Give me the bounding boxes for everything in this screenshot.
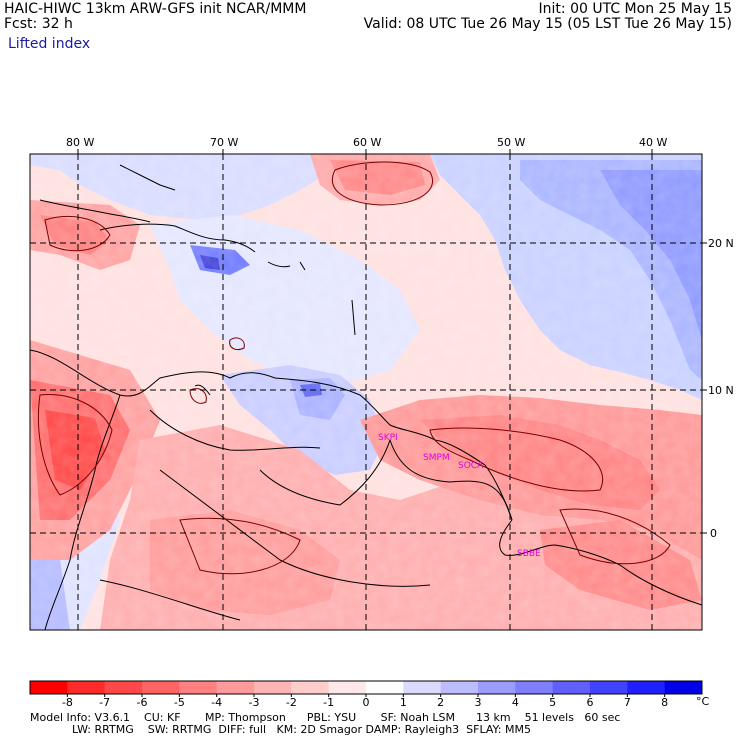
init-time: Init: 00 UTC Mon 25 May 15 (538, 1, 732, 17)
colorbar-swatch (179, 681, 218, 694)
colorbar-tick-label: 8 (661, 696, 668, 709)
colorbar-swatch (440, 681, 479, 694)
station-label: SBBE (517, 549, 541, 559)
colorbar-swatch (328, 681, 367, 694)
colorbar-tick-label: -2 (286, 696, 297, 709)
station-label: SKPI (378, 433, 398, 443)
colorbar-tick-label: -5 (174, 696, 185, 709)
colorbar-swatch (216, 681, 255, 694)
colorbar-swatch (627, 681, 666, 694)
lat-label: 0 (710, 527, 717, 540)
station-label: SMPM (423, 453, 450, 463)
colorbar-tick-label: 0 (363, 696, 370, 709)
colorbar-tick-label: 7 (624, 696, 631, 709)
colorbar-tick-label: -4 (211, 696, 222, 709)
station-label: SOCA (458, 461, 484, 471)
colorbar: -8 -7 -6 -5 -4 -3 -2 -1 0 1 2 3 4 5 6 7 8 (29, 680, 703, 709)
colorbar-tick-label: -8 (62, 696, 73, 709)
axis-ticks (77, 149, 707, 534)
colorbar-tick-label: -3 (249, 696, 260, 709)
colorbar-tick-label: 5 (549, 696, 556, 709)
colorbar-swatch (403, 681, 442, 694)
colorbar-swatch (104, 681, 143, 694)
colorbar-tick-label: 3 (475, 696, 482, 709)
contours (37, 161, 671, 575)
colorbar-swatch (254, 681, 292, 694)
lon-label: 50 W (497, 136, 525, 149)
colorbar-swatch (366, 681, 404, 694)
colorbar-tick-label: 2 (437, 696, 444, 709)
header-right: Init: 00 UTC Mon 25 May 15 Valid: 08 UTC… (364, 2, 732, 32)
colorbar-swatch (67, 681, 106, 694)
model-info-line2: LW: RRTMG SW: RRTMG DIFF: full KM: 2D Sm… (30, 723, 531, 736)
colorbar-tick-label: 1 (400, 696, 407, 709)
coastlines (30, 164, 702, 630)
forecast-hour: Fcst: 32 h (4, 16, 73, 32)
lon-label: 60 W (353, 136, 381, 149)
colorbar-swatch (30, 681, 68, 694)
field-name: Lifted index (8, 36, 91, 52)
colorbar-swatch (478, 681, 516, 694)
colorbar-tick-label: -7 (99, 696, 110, 709)
lon-label: 80 W (66, 136, 94, 149)
colorbar-swatch (590, 681, 628, 694)
lat-label: 20 N (708, 237, 734, 250)
colorbar-unit: °C (696, 695, 710, 708)
header-left: HAIC-HIWC 13km ARW-GFS init NCAR/MMM Fcs… (4, 2, 306, 32)
colorbar-swatch (291, 681, 330, 694)
valid-time: Valid: 08 UTC Tue 26 May 15 (05 LST Tue … (363, 16, 732, 32)
colorbar-tick-label: 6 (587, 696, 594, 709)
lon-label: 40 W (639, 136, 667, 149)
colorbar-swatch (142, 681, 180, 694)
model-title: HAIC-HIWC 13km ARW-GFS init NCAR/MMM (4, 1, 307, 17)
grid (30, 154, 702, 630)
lon-label: 70 W (210, 136, 238, 149)
colorbar-swatch (515, 681, 554, 694)
colorbar-swatch (664, 681, 703, 694)
lat-label: 10 N (708, 384, 734, 397)
model-info-line1: Model Info: V3.6.1 CU: KF MP: Thompson P… (30, 711, 621, 724)
colorbar-tick-label: -1 (323, 696, 334, 709)
colorbar-tick-label: 4 (512, 696, 519, 709)
colorbar-tick-label: -6 (137, 696, 148, 709)
colorbar-swatch (552, 681, 591, 694)
